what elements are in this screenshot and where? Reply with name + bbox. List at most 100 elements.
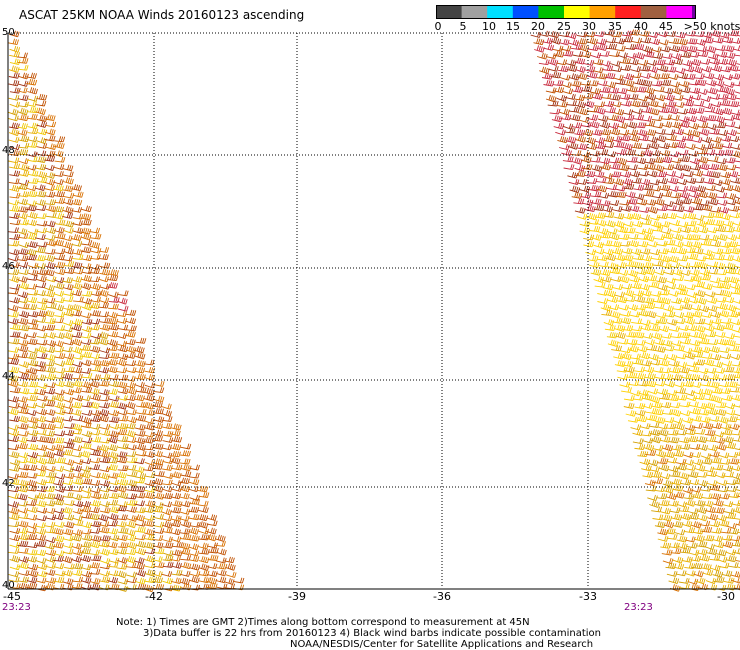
wind-barb: [89, 345, 101, 353]
wind-barb: [703, 358, 715, 367]
wind-barb: [669, 507, 681, 514]
wind-barb: [729, 353, 740, 361]
wind-barb: [107, 331, 119, 338]
wind-barb: [684, 424, 696, 432]
wind-barb: [17, 339, 29, 347]
wind-barb: [80, 554, 92, 563]
wind-barb: [639, 458, 651, 466]
wind-barb: [622, 254, 634, 262]
wind-barb: [17, 415, 29, 424]
wind-barb: [26, 141, 38, 148]
wind-barb: [661, 514, 673, 522]
wind-barb: [18, 101, 29, 108]
colorbar-swatch: [615, 5, 642, 19]
wind-barb: [714, 331, 726, 338]
wind-barb: [730, 177, 740, 184]
wind-barb: [62, 528, 74, 536]
wind-barb: [723, 508, 735, 515]
wind-barb: [36, 570, 48, 578]
wind-barb: [571, 43, 582, 51]
wind-barb: [99, 456, 111, 464]
wind-barb: [26, 254, 38, 261]
wind-barb: [9, 564, 21, 571]
wind-barb: [694, 428, 706, 435]
wind-barb: [589, 120, 600, 129]
wind-barb: [62, 542, 74, 549]
wind-barb: [715, 225, 727, 233]
wind-barb: [722, 184, 734, 192]
wind-barb: [714, 254, 725, 261]
wind-barb: [676, 501, 687, 508]
wind-barb: [687, 508, 699, 515]
wind-barb: [608, 87, 619, 94]
wind-barb: [44, 248, 56, 255]
wind-barb: [17, 148, 29, 156]
wind-barb: [680, 226, 691, 234]
wind-barb: [684, 527, 696, 534]
wind-barb: [614, 220, 625, 229]
wind-barb: [718, 310, 730, 318]
wind-barb: [72, 346, 83, 355]
wind-barb: [152, 576, 163, 584]
wind-barb: [655, 134, 667, 143]
wind-barb: [549, 108, 561, 115]
wind-barb: [197, 485, 209, 493]
wind-barb: [625, 260, 637, 268]
wind-barb: [614, 360, 626, 368]
lat-label-50: 50: [2, 27, 15, 38]
wind-barb: [611, 317, 623, 324]
wind-barb: [17, 276, 28, 283]
wind-barb: [90, 534, 102, 543]
wind-barb: [691, 241, 703, 249]
wind-barb: [62, 555, 73, 564]
wind-barb: [180, 554, 192, 561]
wind-barb: [595, 142, 607, 150]
wind-barb: [624, 295, 636, 302]
lon-label-minus45: -45: [3, 590, 21, 603]
wind-barb: [72, 254, 84, 261]
wind-barb: [81, 401, 93, 408]
wind-barb: [648, 108, 660, 116]
wind-barb: [90, 436, 102, 443]
wind-barb: [54, 360, 66, 367]
wind-barb: [35, 429, 47, 436]
wind-barb: [153, 521, 165, 528]
wind-barb: [701, 65, 712, 73]
colorbar-swatch: [564, 5, 591, 19]
wind-barb: [731, 360, 740, 367]
wind-barb: [80, 465, 92, 473]
wind-barb: [606, 43, 618, 50]
wind-barb: [108, 409, 120, 417]
wind-barb: [719, 241, 731, 248]
wind-barb: [718, 206, 729, 214]
wind-barb: [714, 45, 726, 52]
wind-barb: [599, 86, 611, 94]
wind-barb: [714, 115, 725, 124]
wind-barb: [671, 513, 683, 521]
wind-barb: [705, 123, 717, 131]
wind-barb: [631, 282, 642, 290]
wind-barb: [90, 499, 101, 507]
wind-barb: [162, 585, 174, 592]
wind-barb: [680, 513, 692, 521]
wind-barb: [556, 94, 568, 102]
wind-barb: [697, 479, 708, 487]
wind-barb: [713, 323, 725, 332]
wind-barb: [581, 85, 593, 93]
wind-barb: [583, 240, 595, 248]
wind-barb: [545, 87, 557, 94]
wind-barb: [198, 506, 209, 514]
wind-barb: [107, 436, 118, 444]
wind-barb: [727, 64, 739, 72]
wind-barb: [133, 345, 145, 354]
wind-barb: [134, 526, 146, 533]
wind-barb: [35, 528, 47, 535]
wind-barb: [629, 170, 640, 178]
wind-barb: [80, 395, 91, 402]
wind-barb: [8, 288, 20, 295]
wind-barb: [654, 521, 666, 528]
wind-barb: [143, 451, 155, 458]
wind-barb: [643, 190, 655, 197]
wind-barb: [701, 31, 713, 39]
wind-barb: [116, 505, 128, 512]
